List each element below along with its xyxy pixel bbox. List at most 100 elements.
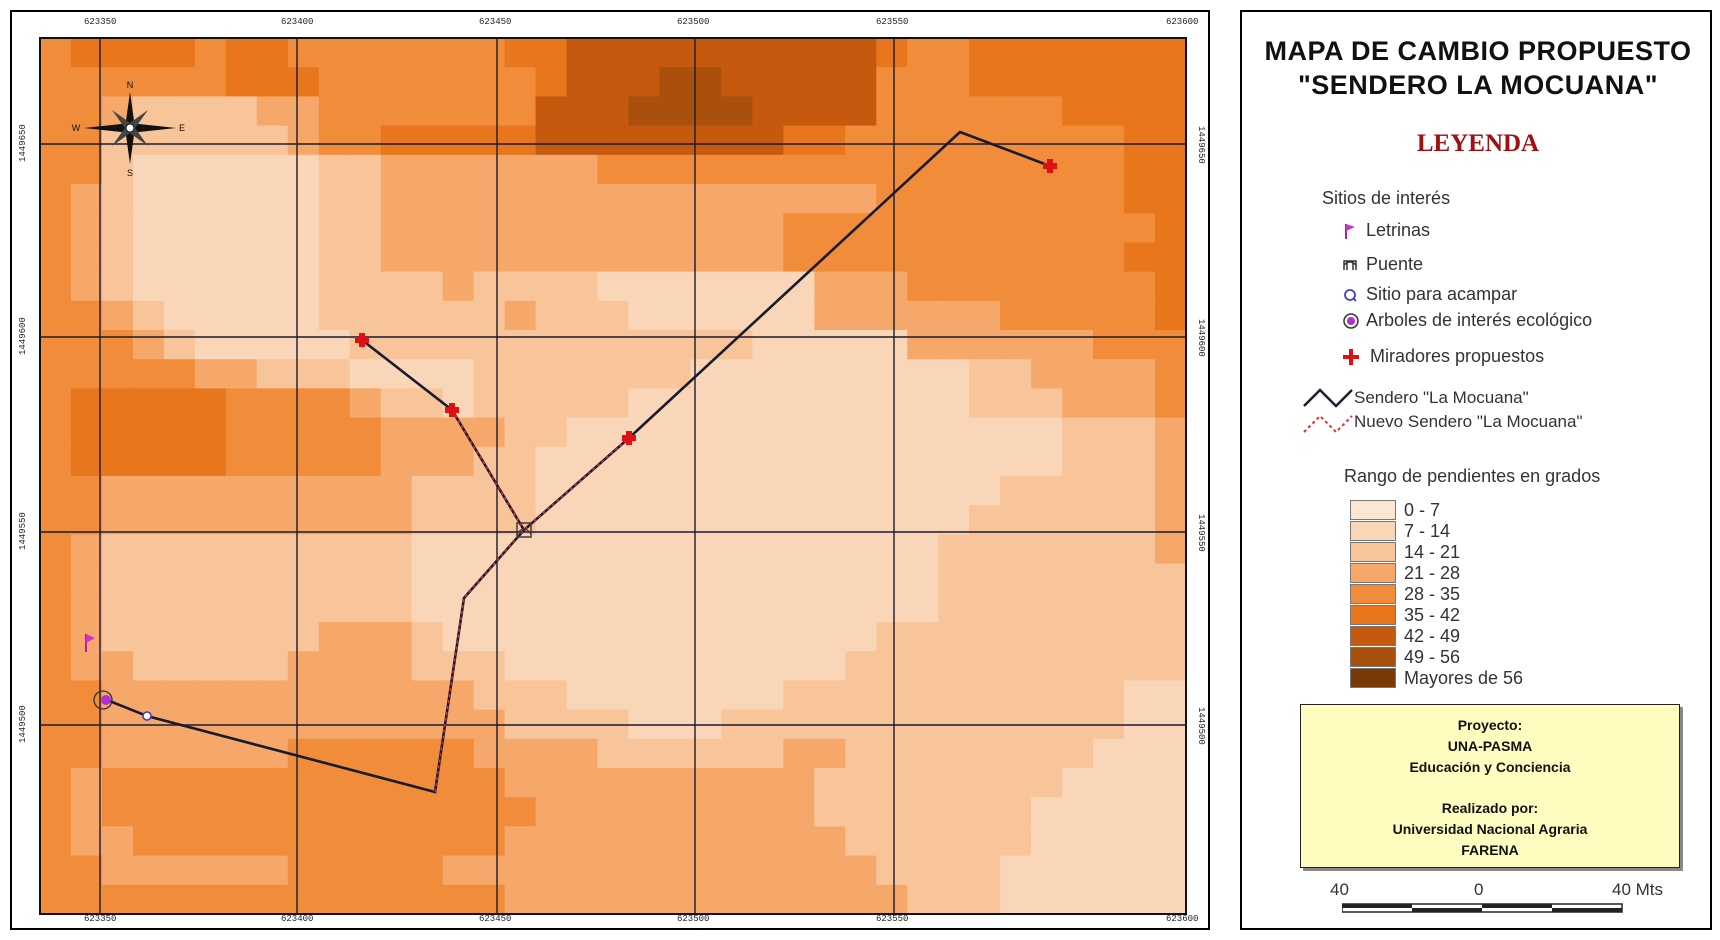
slope-cell (597, 680, 630, 711)
slope-cell (101, 417, 134, 448)
slope-cell (659, 125, 692, 156)
slope-cell (1124, 125, 1156, 156)
slope-cell (163, 271, 196, 302)
slope-cell (225, 476, 258, 506)
slope-cell (163, 476, 196, 506)
slope-cell (628, 622, 661, 652)
slope-cell (814, 213, 846, 243)
slope-cell (1155, 417, 1187, 448)
slope-cell (318, 38, 351, 68)
slope-cell (256, 417, 289, 448)
slope-cell (40, 242, 72, 273)
slope-cell (1124, 651, 1156, 681)
slope-cell (535, 125, 568, 156)
slope-cell (349, 651, 382, 681)
slope-cell (721, 417, 753, 448)
slope-cell (1093, 154, 1125, 185)
slope-cell (442, 826, 475, 857)
slope-cell (752, 446, 784, 477)
slope-cell (101, 651, 134, 681)
slope-cell (163, 826, 196, 857)
slope-cell (566, 446, 599, 477)
slope-cell (411, 300, 444, 331)
slope-cell (752, 534, 784, 565)
slope-cell (628, 680, 661, 711)
slope-cell (287, 154, 320, 185)
slope-cell (194, 300, 227, 331)
slope-cell (1155, 738, 1187, 769)
slope-cell (969, 826, 1001, 857)
slope-cell (349, 680, 382, 711)
slope-cell (256, 67, 289, 97)
slope-cell (132, 359, 165, 389)
slope-cell (969, 768, 1001, 798)
slope-cell (628, 359, 661, 389)
slope-raster-map[interactable]: N S E W (12, 12, 1208, 928)
slope-cell (814, 417, 846, 448)
slope-cell (473, 680, 506, 711)
slope-cell (101, 738, 134, 769)
slope-cell (1031, 651, 1063, 681)
slope-cell (1000, 505, 1032, 535)
slope-cell (845, 242, 877, 273)
slope-cell (442, 651, 475, 681)
slope-cell (473, 330, 506, 360)
slope-cell (349, 213, 382, 243)
slope-cell (504, 213, 537, 243)
slope-cell (969, 476, 1001, 506)
slope-cell (225, 884, 258, 915)
slope-cell (1000, 855, 1032, 886)
slope-cell (1155, 388, 1187, 419)
slope-cell (1000, 417, 1032, 448)
slope-cell (40, 388, 72, 419)
slope-cell (628, 446, 661, 477)
slope-label-8: Mayores de 56 (1404, 668, 1524, 688)
slope-cell (504, 154, 537, 185)
slope-cell (1000, 563, 1032, 594)
slope-cell (473, 505, 506, 535)
slope-cell (1000, 622, 1032, 652)
slope-cell (938, 417, 970, 448)
slope-cell (473, 271, 506, 302)
slope-cell (380, 622, 413, 652)
slope-cell (659, 242, 692, 273)
map-neatline (39, 37, 1187, 915)
slope-cell (876, 96, 908, 127)
slope-cell (876, 826, 908, 857)
slope-cell (721, 184, 753, 214)
x-tick-label: 623550 (876, 914, 909, 924)
slope-cell (1155, 242, 1187, 273)
slope-cell (876, 738, 908, 769)
slope-cell (411, 330, 444, 360)
slope-cell (752, 213, 784, 243)
slope-cell (845, 96, 877, 127)
slope-cell (566, 300, 599, 331)
slope-cell (1062, 651, 1094, 681)
slope-cell (349, 359, 382, 389)
slope-cell (1093, 884, 1125, 915)
slope-cell (721, 826, 753, 857)
slope-cell (597, 738, 630, 769)
slope-cell (442, 855, 475, 886)
slope-cell (907, 622, 939, 652)
slope-cell (70, 534, 103, 565)
slope-cell (814, 855, 846, 886)
map-title-line2: "SENDERO LA MOCUANA" (1297, 70, 1659, 100)
slope-cell (721, 768, 753, 798)
slope-cell (876, 855, 908, 886)
y-tick-label: 1449650 (1196, 126, 1206, 164)
slope-cell (318, 417, 351, 448)
slope-cell (101, 855, 134, 886)
slope-cell (70, 67, 103, 97)
slope-cell (969, 184, 1001, 214)
slope-cell (907, 154, 939, 185)
slope-cell (969, 213, 1001, 243)
slope-cell (628, 300, 661, 331)
slope-cell (318, 505, 351, 535)
slope-cell (225, 826, 258, 857)
slope-cell (225, 359, 258, 389)
slope-cell (597, 359, 630, 389)
slope-cell (287, 242, 320, 273)
scale-bar (1342, 903, 1623, 913)
slope-cell (1031, 884, 1063, 915)
